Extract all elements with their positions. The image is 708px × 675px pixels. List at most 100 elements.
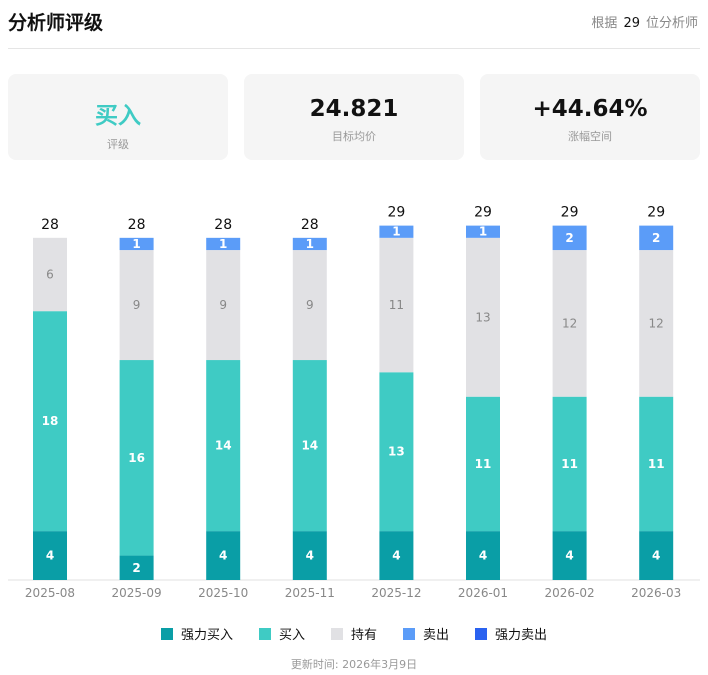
bar-segment: [466, 396, 500, 532]
segment-label: 12: [562, 316, 577, 330]
segment-label: 18: [42, 414, 59, 428]
bar-segment: [379, 531, 414, 580]
bar-segment: [292, 237, 327, 251]
bar-total-label: 29: [387, 205, 405, 221]
x-tick-label: 2025-09: [112, 586, 162, 600]
bar-segment: [119, 555, 154, 580]
segment-label: 4: [479, 549, 487, 563]
segment-label: 4: [306, 549, 314, 563]
x-tick-label: 2026-01: [458, 586, 508, 600]
upside-value: +44.64%: [532, 96, 648, 122]
target-price-value: 24.821: [309, 96, 399, 122]
bar-segment: [206, 237, 241, 251]
legend-swatch: [258, 628, 271, 640]
segment-label: 4: [565, 549, 573, 563]
x-tick-label: 2026-02: [545, 586, 595, 600]
segment-label: 11: [648, 457, 665, 471]
bar-segment: [466, 225, 500, 238]
legend-item[interactable]: 买入: [258, 624, 305, 643]
segment-label: 9: [306, 298, 314, 312]
bar-segment: [379, 372, 414, 532]
legend-label: 卖出: [423, 628, 450, 643]
legend-swatch: [475, 628, 488, 640]
legend-label: 强力卖出: [495, 628, 548, 643]
segment-label: 2: [132, 561, 140, 575]
bar-total-label: 28: [128, 217, 146, 233]
legend-item[interactable]: 卖出: [403, 624, 449, 643]
basis-suffix: 位分析师: [645, 16, 698, 31]
bar-segment: [466, 237, 500, 397]
legend-label: 买入: [278, 628, 305, 643]
segment-label: 12: [649, 316, 664, 330]
chart-legend: 强力买入 买入 持有 卖出 强力卖出: [0, 624, 708, 643]
segment-label: 9: [219, 298, 227, 312]
legend-item[interactable]: 强力卖出: [475, 624, 547, 643]
segment-label: 13: [388, 445, 405, 459]
bar-segment: [466, 531, 500, 580]
x-tick-label: 2026-03: [631, 586, 681, 600]
analyst-count: 29: [623, 16, 640, 31]
segment-label: 11: [475, 457, 492, 471]
bar-segment: [639, 225, 674, 251]
bar-total-label: 28: [301, 217, 319, 233]
bar-total-label: 29: [647, 205, 665, 221]
bar-segment: [119, 250, 154, 361]
bar-segment: [379, 225, 414, 238]
legend-item[interactable]: 强力买入: [160, 624, 233, 643]
rating-card: 买入 评级: [8, 74, 228, 160]
legend-swatch: [330, 628, 343, 640]
rating-label: 评级: [107, 138, 129, 151]
bar-segment: [292, 531, 327, 580]
bar-total-label: 28: [41, 217, 59, 233]
segment-label: 4: [219, 549, 227, 563]
segment-label: 13: [475, 310, 490, 324]
bar-segment: [552, 225, 587, 251]
legend-item[interactable]: 持有: [330, 624, 377, 643]
x-tick-label: 2025-08: [25, 586, 75, 600]
legend-label: 持有: [350, 628, 377, 643]
page-title: 分析师评级: [8, 12, 104, 34]
segment-label: 1: [479, 225, 487, 239]
segment-label: 1: [219, 237, 227, 251]
analyst-basis: 根据 29 位分析师: [591, 12, 698, 31]
bar-segment: [206, 360, 241, 532]
segment-label: 9: [133, 298, 141, 312]
bar-segment: [119, 360, 154, 556]
segment-label: 4: [652, 549, 660, 563]
rating-value: 买入: [95, 103, 141, 129]
bar-segment: [639, 531, 674, 580]
bar-segment: [206, 531, 241, 580]
bar-total-label: 28: [214, 217, 232, 233]
rating-stacked-bar-chart: 4186282025-0821691282025-0941491282025-1…: [8, 205, 700, 600]
bar-segment: [639, 396, 674, 532]
segment-label: 16: [128, 451, 145, 465]
bar-segment: [292, 250, 327, 361]
bar-segment: [33, 237, 67, 312]
segment-label: 14: [215, 439, 232, 453]
bar-total-label: 29: [474, 205, 492, 221]
target-price-card: 24.821 目标均价: [244, 74, 464, 160]
bar-segment: [206, 250, 241, 361]
segment-label: 1: [306, 237, 314, 251]
upside-card: +44.64% 涨幅空间: [480, 74, 700, 160]
segment-label: 4: [46, 549, 54, 563]
upside-label: 涨幅空间: [568, 130, 612, 143]
bar-total-label: 29: [561, 205, 579, 221]
segment-label: 14: [301, 439, 318, 453]
bar-segment: [552, 250, 587, 397]
bar-segment: [639, 250, 674, 397]
divider: [8, 48, 700, 49]
legend-swatch: [160, 628, 173, 640]
segment-label: 11: [561, 457, 578, 471]
bar-segment: [33, 531, 67, 580]
segment-label: 6: [46, 268, 54, 282]
bar-segment: [292, 360, 327, 532]
bar-segment: [33, 311, 67, 532]
legend-swatch: [403, 628, 415, 640]
segment-label: 11: [389, 298, 404, 312]
target-price-label: 目标均价: [332, 130, 376, 143]
update-time: 更新时间: 2026年3月9日: [290, 658, 418, 671]
basis-prefix: 根据: [591, 16, 618, 31]
x-tick-label: 2025-11: [285, 586, 335, 600]
bar-segment: [379, 237, 414, 373]
